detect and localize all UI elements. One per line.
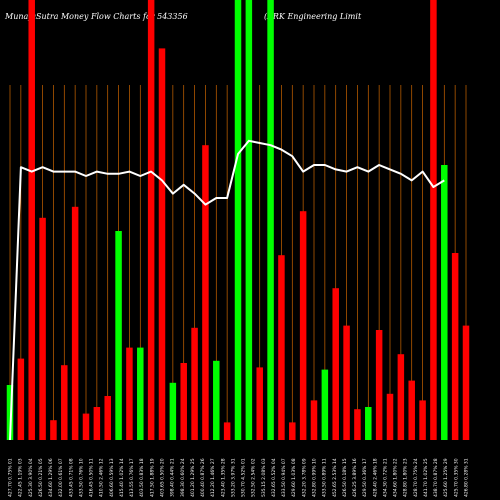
- x-tick-label-14: 403.50 0.83% 18: [139, 458, 145, 497]
- x-tick-label-27: 432.65 0.52% 04: [271, 458, 277, 497]
- x-tick-label-10: 410.50 2.46% 12: [99, 458, 105, 497]
- x-tick-label-35: 426.25 3.89% 16: [352, 458, 358, 497]
- bar-14: [147, 0, 155, 440]
- x-tick-label-38: 434.30 0.72% 21: [382, 458, 388, 497]
- x-tick-label-44: 425.60 1.25% 29: [443, 458, 449, 497]
- x-tick-label-45: 425.70 0.35% 30: [453, 458, 459, 497]
- x-tick-label-33: 452.65 2.53% 14: [332, 458, 338, 497]
- bar-41: [441, 165, 448, 440]
- bar-39: [419, 400, 426, 440]
- bar-1: [6, 385, 14, 440]
- x-tick-label-30: 432.20 3.78% 09: [301, 458, 307, 497]
- x-tick-label-7: 433.45 0.71% 08: [68, 458, 74, 497]
- x-tick-label-4: 426.50 0.21% 05: [38, 458, 44, 497]
- bar-28: [299, 211, 307, 440]
- x-tick-label-46: 426.80 0.28% 31: [464, 458, 470, 497]
- x-tick-label-28: 433.50 0.94% 07: [281, 458, 287, 497]
- bar-23: [245, 0, 253, 440]
- x-tick-label-24: 530.70 4.52% 01: [241, 458, 247, 497]
- x-tick-label-13: 413.55 0.76% 17: [129, 458, 135, 497]
- x-tick-label-17: 398.40 0.44% 21: [170, 458, 176, 497]
- flow-bars: [6, 0, 470, 441]
- bar-36: [386, 393, 394, 440]
- bar-15: [158, 48, 166, 441]
- bar-10: [104, 396, 111, 440]
- x-tick-label-16: 403.65 0.50% 20: [160, 458, 166, 497]
- x-tick-label-2: 422.45 1.19% 03: [18, 458, 24, 497]
- x-tick-label-23: 533.20 3.97% 31: [230, 458, 236, 497]
- bar-4: [39, 217, 46, 440]
- x-tick-label-21: 412.20 1.46% 27: [210, 458, 216, 497]
- x-tick-label-43: 438.70 0.87% 28: [433, 458, 439, 497]
- bar-30: [321, 369, 329, 440]
- bar-8: [82, 413, 90, 440]
- x-tick-label-34: 426.50 0.18% 15: [342, 458, 348, 497]
- x-tick-label-32: 433.50 0.89% 11: [322, 458, 328, 497]
- bar-43: [462, 325, 470, 440]
- bar-20: [213, 360, 220, 440]
- bar-7: [71, 206, 79, 440]
- bar-6: [61, 365, 68, 440]
- x-tick-label-12: 415.40 1.02% 14: [119, 458, 125, 497]
- x-tick-label-37: 428.40 2.46% 18: [372, 458, 378, 497]
- x-tick-label-9: 416.45 0.50% 11: [89, 458, 95, 497]
- x-tick-label-25: 532.50 2.54% 02: [251, 458, 257, 497]
- bar-12: [126, 347, 133, 440]
- x-tick-label-42: 441.70 1.02% 25: [423, 458, 429, 497]
- x-tick-label-18: 398.30 0.60% 24: [180, 458, 186, 497]
- bar-38: [408, 380, 415, 440]
- bar-9: [93, 407, 101, 440]
- bar-13: [137, 347, 144, 440]
- bar-32: [343, 325, 350, 440]
- bar-29: [310, 400, 318, 440]
- x-tick-label-6: 432.00 0.61% 07: [58, 458, 64, 497]
- bar-33: [354, 409, 361, 440]
- bar-34: [365, 407, 372, 440]
- x-tick-label-1: 427.70 0.75% 01: [8, 458, 14, 497]
- x-tick-label-8: 433.50 0.76% 10: [78, 458, 84, 497]
- x-tick-label-22: 423.40 1.35% 28: [220, 458, 226, 497]
- x-tick-label-15: 417.50 1.88% 19: [149, 458, 155, 497]
- x-tick-label-39: 434.60 1.80% 22: [393, 458, 399, 497]
- bar-21: [223, 422, 231, 440]
- x-tick-label-40: 428.80 1.80% 23: [403, 458, 409, 497]
- chart-title-right: (ARK Engineering Limit: [264, 12, 362, 21]
- bar-42: [451, 253, 459, 440]
- bar-27: [289, 422, 296, 440]
- bar-19: [202, 145, 209, 440]
- x-tick-label-41: 428.70 0.75% 24: [413, 458, 419, 497]
- x-tick-label-29: 429.60 1.03% 08: [291, 458, 297, 497]
- bar-35: [375, 330, 383, 440]
- bar-17: [180, 363, 187, 440]
- bar-24: [256, 367, 263, 440]
- price-line-layer: [9, 139, 445, 441]
- x-tick-label-26: 535.15 2.08% 03: [261, 458, 267, 497]
- bar-2: [17, 358, 25, 440]
- x-tick-labels: 427.70 0.75% 01 422.45 1.19% 03 425.30 3.9…: [8, 458, 470, 497]
- bar-40: [430, 0, 437, 440]
- x-tick-label-11: 406.60 0.59% 13: [109, 458, 115, 497]
- x-tick-label-19: 401.20 1.29% 25: [190, 458, 196, 497]
- bar-3: [28, 0, 35, 440]
- bar-31: [332, 288, 339, 440]
- price-line: [9, 139, 445, 441]
- chart-title-left: MunafaSutra Money Flow Charts for 543356: [4, 12, 188, 21]
- bar-11: [115, 231, 122, 440]
- bar-26: [278, 255, 285, 440]
- bar-18: [191, 327, 198, 440]
- bar-37: [397, 354, 405, 440]
- x-tick-label-20: 400.40 0.87% 26: [200, 458, 206, 497]
- bar-25: [267, 0, 274, 440]
- x-tick-label-36: 429.50 0.36% 17: [362, 458, 368, 497]
- bar-22: [234, 0, 242, 440]
- x-tick-label-31: 432.80 0.99% 10: [312, 458, 318, 497]
- x-tick-label-5: 434.60 1.29% 06: [48, 458, 54, 497]
- x-tick-label-3: 425.30 3.90% 04: [28, 458, 34, 497]
- bar-5: [50, 420, 57, 440]
- bar-16: [169, 382, 177, 440]
